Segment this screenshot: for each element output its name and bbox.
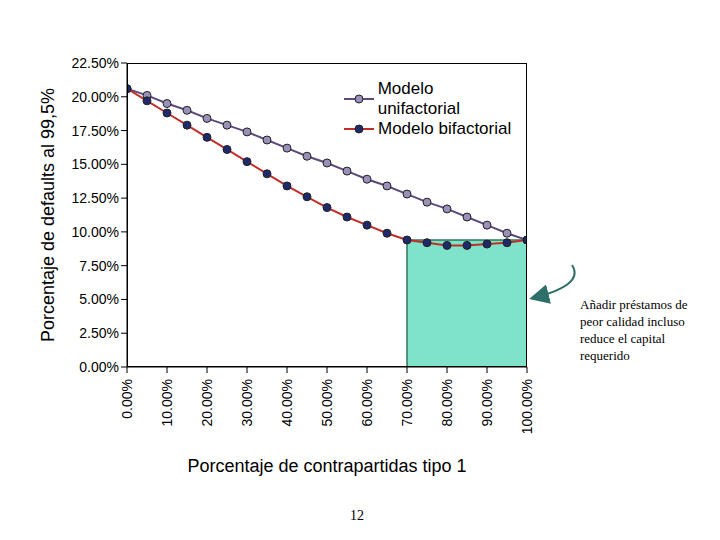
html-text:12: 12 xyxy=(350,508,364,523)
svg-text:10.00%: 10.00% xyxy=(159,379,175,426)
svg-text:12.50%: 12.50% xyxy=(72,190,119,206)
svg-text:7.50%: 7.50% xyxy=(79,258,119,274)
svg-text:0.00%: 0.00% xyxy=(79,359,119,375)
svg-text:22.50%: 22.50% xyxy=(72,55,119,71)
svg-text:70.00%: 70.00% xyxy=(399,379,415,426)
svg-text:20.00%: 20.00% xyxy=(199,379,215,426)
svg-text:80.00%: 80.00% xyxy=(439,379,455,426)
svg-text:17.50%: 17.50% xyxy=(72,123,119,139)
svg-text:90.00%: 90.00% xyxy=(479,379,495,426)
svg-text:0.00%: 0.00% xyxy=(119,379,135,419)
svg-text:15.00%: 15.00% xyxy=(72,156,119,172)
html-text:Añadir préstamos de peor calid: Añadir préstamos de peor calidad incluso… xyxy=(580,297,688,363)
svg-text:50.00%: 50.00% xyxy=(319,379,335,426)
svg-text:5.00%: 5.00% xyxy=(79,291,119,307)
svg-text:60.00%: 60.00% xyxy=(359,379,375,426)
svg-text:40.00%: 40.00% xyxy=(279,379,295,426)
svg-text:10.00%: 10.00% xyxy=(72,224,119,240)
svg-text:30.00%: 30.00% xyxy=(239,379,255,426)
html-text:Modelo unifactorial: Modelo unifactorial xyxy=(377,79,460,118)
html-text:Modelo bifactorial: Modelo bifactorial xyxy=(378,119,512,138)
html-text:Porcentaje de defaults al 99,5: Porcentaje de defaults al 99,5% xyxy=(37,87,58,343)
svg-text:2.50%: 2.50% xyxy=(79,325,119,341)
svg-text:100.00%: 100.00% xyxy=(519,379,535,434)
svg-text:20.00%: 20.00% xyxy=(72,89,119,105)
html-text:Porcentaje de contrapartidas t: Porcentaje de contrapartidas tipo 1 xyxy=(187,455,467,476)
